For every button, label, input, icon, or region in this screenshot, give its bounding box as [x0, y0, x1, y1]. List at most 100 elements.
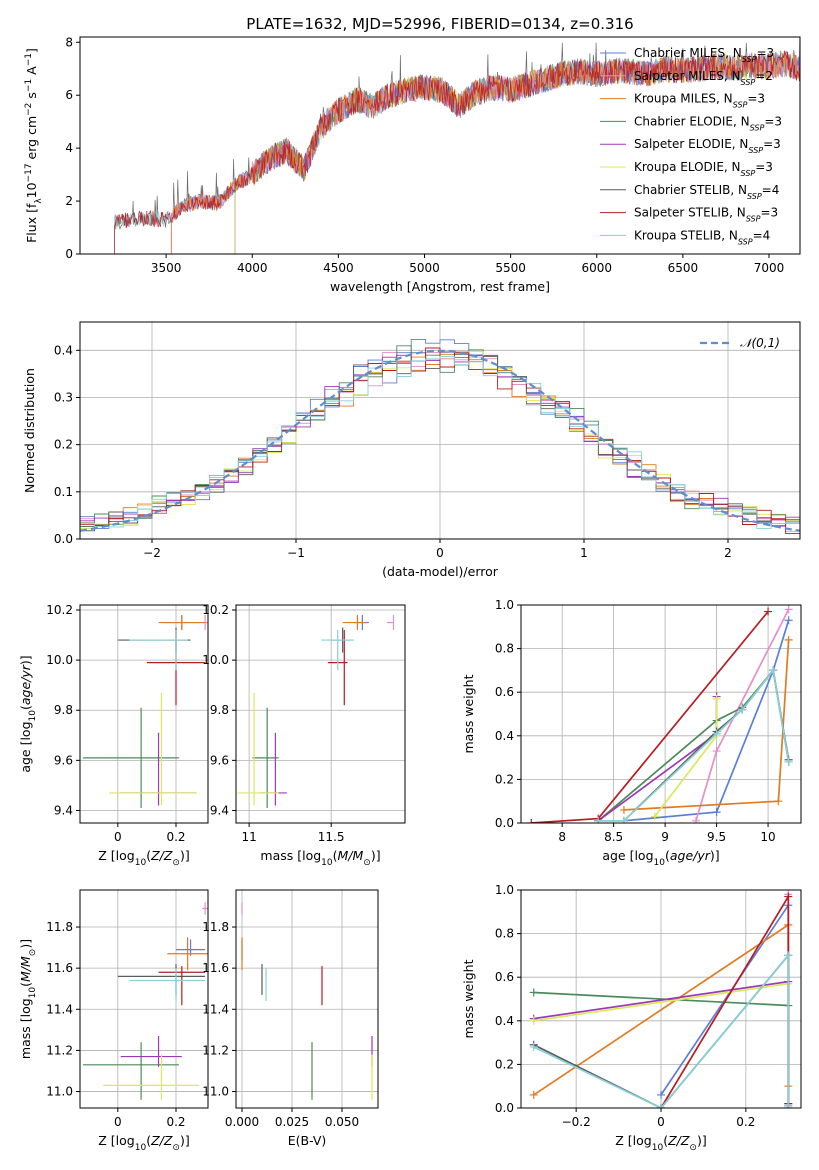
weight-vs-Z-marker [529, 1016, 538, 1025]
mass-vs-Z-point [167, 937, 208, 971]
weight-vs-age-xlabel: age [log10(age/yr)] [602, 848, 719, 868]
age-vs-Z-point [129, 630, 188, 671]
age-vs-Z-ytick-label: 9.6 [54, 753, 73, 767]
mass-vs-Z-ytick-label: 11.8 [46, 920, 73, 934]
weight-vs-age-marker [712, 729, 721, 738]
age-vs-mass-point [321, 630, 355, 671]
weight-vs-Z-ytick-label: 0.6 [495, 970, 514, 984]
weight-vs-age-marker [594, 816, 603, 823]
residuals-ytick-label: 0.1 [54, 485, 73, 499]
weight-vs-age-xtick-label: 9 [661, 830, 669, 844]
weight-vs-Z-ytick-label: 0.0 [495, 1101, 514, 1115]
weight-vs-age-marker [784, 616, 793, 625]
age-vs-mass-frame [235, 604, 406, 824]
weight-vs-age-marker [712, 747, 721, 756]
mass-vs-ebv-ytick-label: 11.2 [202, 1043, 229, 1057]
weight-vs-age-marker [650, 812, 659, 821]
residuals-normal-curve [80, 349, 800, 532]
weight-vs-age-plot-area [527, 605, 793, 823]
mass-vs-Z-plot-area [82, 902, 208, 1100]
weight-vs-Z-xtick-label: 0 [657, 1115, 665, 1129]
mass-vs-Z-background [80, 890, 208, 1108]
spectrum-ytick-label: 0 [65, 247, 73, 261]
mass-vs-ebv-plot-area [241, 902, 373, 1100]
weight-vs-Z-marker [529, 988, 538, 997]
age-vs-mass-xlabel: mass [log10(M/M⊙)] [260, 848, 380, 868]
mass-vs-Z-ytick-label: 11.0 [46, 1085, 73, 1099]
spectrum-legend-label: Kroupa STELIB, NSSP=4 [634, 228, 770, 246]
age-vs-Z-xtick-label: 0 [114, 830, 122, 844]
mass-vs-ebv-xtick-label: 0.025 [275, 1115, 309, 1129]
weight-vs-Z-ytick-label: 0.2 [495, 1057, 514, 1071]
mass-vs-Z-xtick-label: 0 [114, 1115, 122, 1129]
weight-vs-age-marker [712, 808, 721, 817]
weight-vs-Z-ylabel: mass weight [461, 959, 476, 1038]
age-vs-Z-point [82, 707, 179, 808]
panel-age-vs-Z: 0 0.2 9.4 9.6 9.8 10.0 10.2 Z [log10(Z/Z⊙)] age … [18, 603, 209, 868]
residuals-xtick-label: −2 [143, 546, 161, 560]
age-vs-Z-frame [79, 604, 209, 824]
weight-vs-Z-plot-area [529, 890, 793, 1108]
weight-vs-age-ytick-label: 0.8 [495, 642, 514, 656]
weight-vs-Z-marker [529, 1090, 538, 1099]
age-vs-mass-ytick-label: 10.2 [202, 603, 229, 617]
weight-vs-Z-ytick-label: 1.0 [495, 883, 514, 897]
residuals-xtick-label: 0 [436, 546, 444, 560]
mass-vs-Z-frame [79, 889, 209, 1109]
mass-vs-Z-ylabel: mass [log10(M/M⊙)] [18, 939, 38, 1059]
residuals-legend-label: 𝒩(0,1) [740, 336, 780, 350]
age-vs-Z-xlabel: Z [log10(Z/Z⊙)] [98, 848, 189, 868]
spectrum-xtick-label: 6500 [668, 261, 699, 275]
mass-vs-ebv-ytick-label: 11.6 [202, 961, 229, 975]
weight-vs-Z-series-line [533, 953, 790, 1108]
spectrum-xtick-label: 5500 [495, 261, 526, 275]
weight-vs-age-ylabel: mass weight [461, 674, 476, 753]
mass-vs-Z-ytick-label: 11.6 [46, 961, 73, 975]
spectrum-xtick-label: 4000 [237, 261, 268, 275]
weight-vs-Z-marker [784, 892, 793, 901]
panel-weight-vs-age: 8 8.5 9 9.5 10 0.0 0.2 0.4 0.6 0.8 1.0 age [log10(a… [461, 598, 802, 868]
residuals-ytick-label: 0.2 [54, 438, 73, 452]
spectrum-legend-label: Chabrier STELIB, NSSP=4 [634, 183, 779, 201]
residuals-plot-area [80, 338, 800, 538]
weight-vs-age-series-line [623, 620, 790, 822]
age-vs-Z-ytick-label: 10.2 [46, 603, 73, 617]
residuals-xtick-label: 2 [724, 546, 732, 560]
age-vs-mass-xtick-label: 11 [241, 830, 256, 844]
weight-vs-age-xtick-label: 9.5 [707, 830, 726, 844]
residuals-xlabel: (data-model)/error [382, 564, 499, 579]
mass-vs-ebv-background [236, 890, 378, 1108]
age-vs-Z-point [109, 692, 197, 806]
weight-vs-Z-marker [529, 1042, 538, 1051]
weight-vs-age-frame [520, 604, 802, 824]
mass-vs-Z-point [129, 968, 206, 1002]
weight-vs-age-marker [769, 666, 778, 675]
weight-vs-age-marker [774, 797, 783, 806]
mass-vs-Z-point [82, 1042, 179, 1100]
spectrum-xtick-label: 7000 [754, 261, 785, 275]
panel-weight-vs-Z: −0.2 0 0.2 0.0 0.2 0.4 0.6 0.8 1.0 Z [log10(Z/Z⊙)… [461, 883, 802, 1153]
weight-vs-age-ytick-label: 0.6 [495, 685, 514, 699]
weight-vs-Z-marker [657, 1104, 665, 1108]
mass-vs-ebv-ytick-label: 11.0 [202, 1085, 229, 1099]
spectrum-legend-label: Kroupa ELODIE, NSSP=3 [634, 160, 773, 178]
spectrum-legend: Chabrier MILES, NSSP=3 Salpeter MILES, NS… [600, 46, 782, 246]
spectrum-ylabel: Flux [fλ10−17 erg cm−2 s−1 A−1] [24, 48, 44, 243]
spectrum-plot-area [114, 37, 800, 254]
age-vs-Z-background [80, 605, 208, 823]
weight-vs-age-series-line [598, 668, 790, 822]
weight-vs-age-marker [738, 705, 747, 714]
age-vs-Z-xtick-label: 0.2 [166, 830, 185, 844]
spectrum-ytick-label: 8 [65, 35, 73, 49]
weight-vs-age-marker [619, 805, 628, 814]
panel-age-vs-mass: 11 11.5 9.4 9.6 9.8 10.0 10.2 mass [log10(M/M⊙)… [202, 603, 406, 868]
weight-vs-age-marker [784, 605, 793, 614]
mass-vs-ebv-xtick-label: 0.000 [225, 1115, 259, 1129]
weight-vs-age-marker [764, 607, 773, 616]
weight-vs-age-xtick-label: 10 [760, 830, 775, 844]
age-vs-Z-point [158, 615, 206, 631]
weight-vs-age-xtick-label: 8 [558, 830, 566, 844]
age-vs-Z-plot-area [82, 615, 208, 808]
mass-vs-ebv-ytick-label: 11.8 [202, 920, 229, 934]
spectrum-ytick-label: 2 [65, 194, 73, 208]
